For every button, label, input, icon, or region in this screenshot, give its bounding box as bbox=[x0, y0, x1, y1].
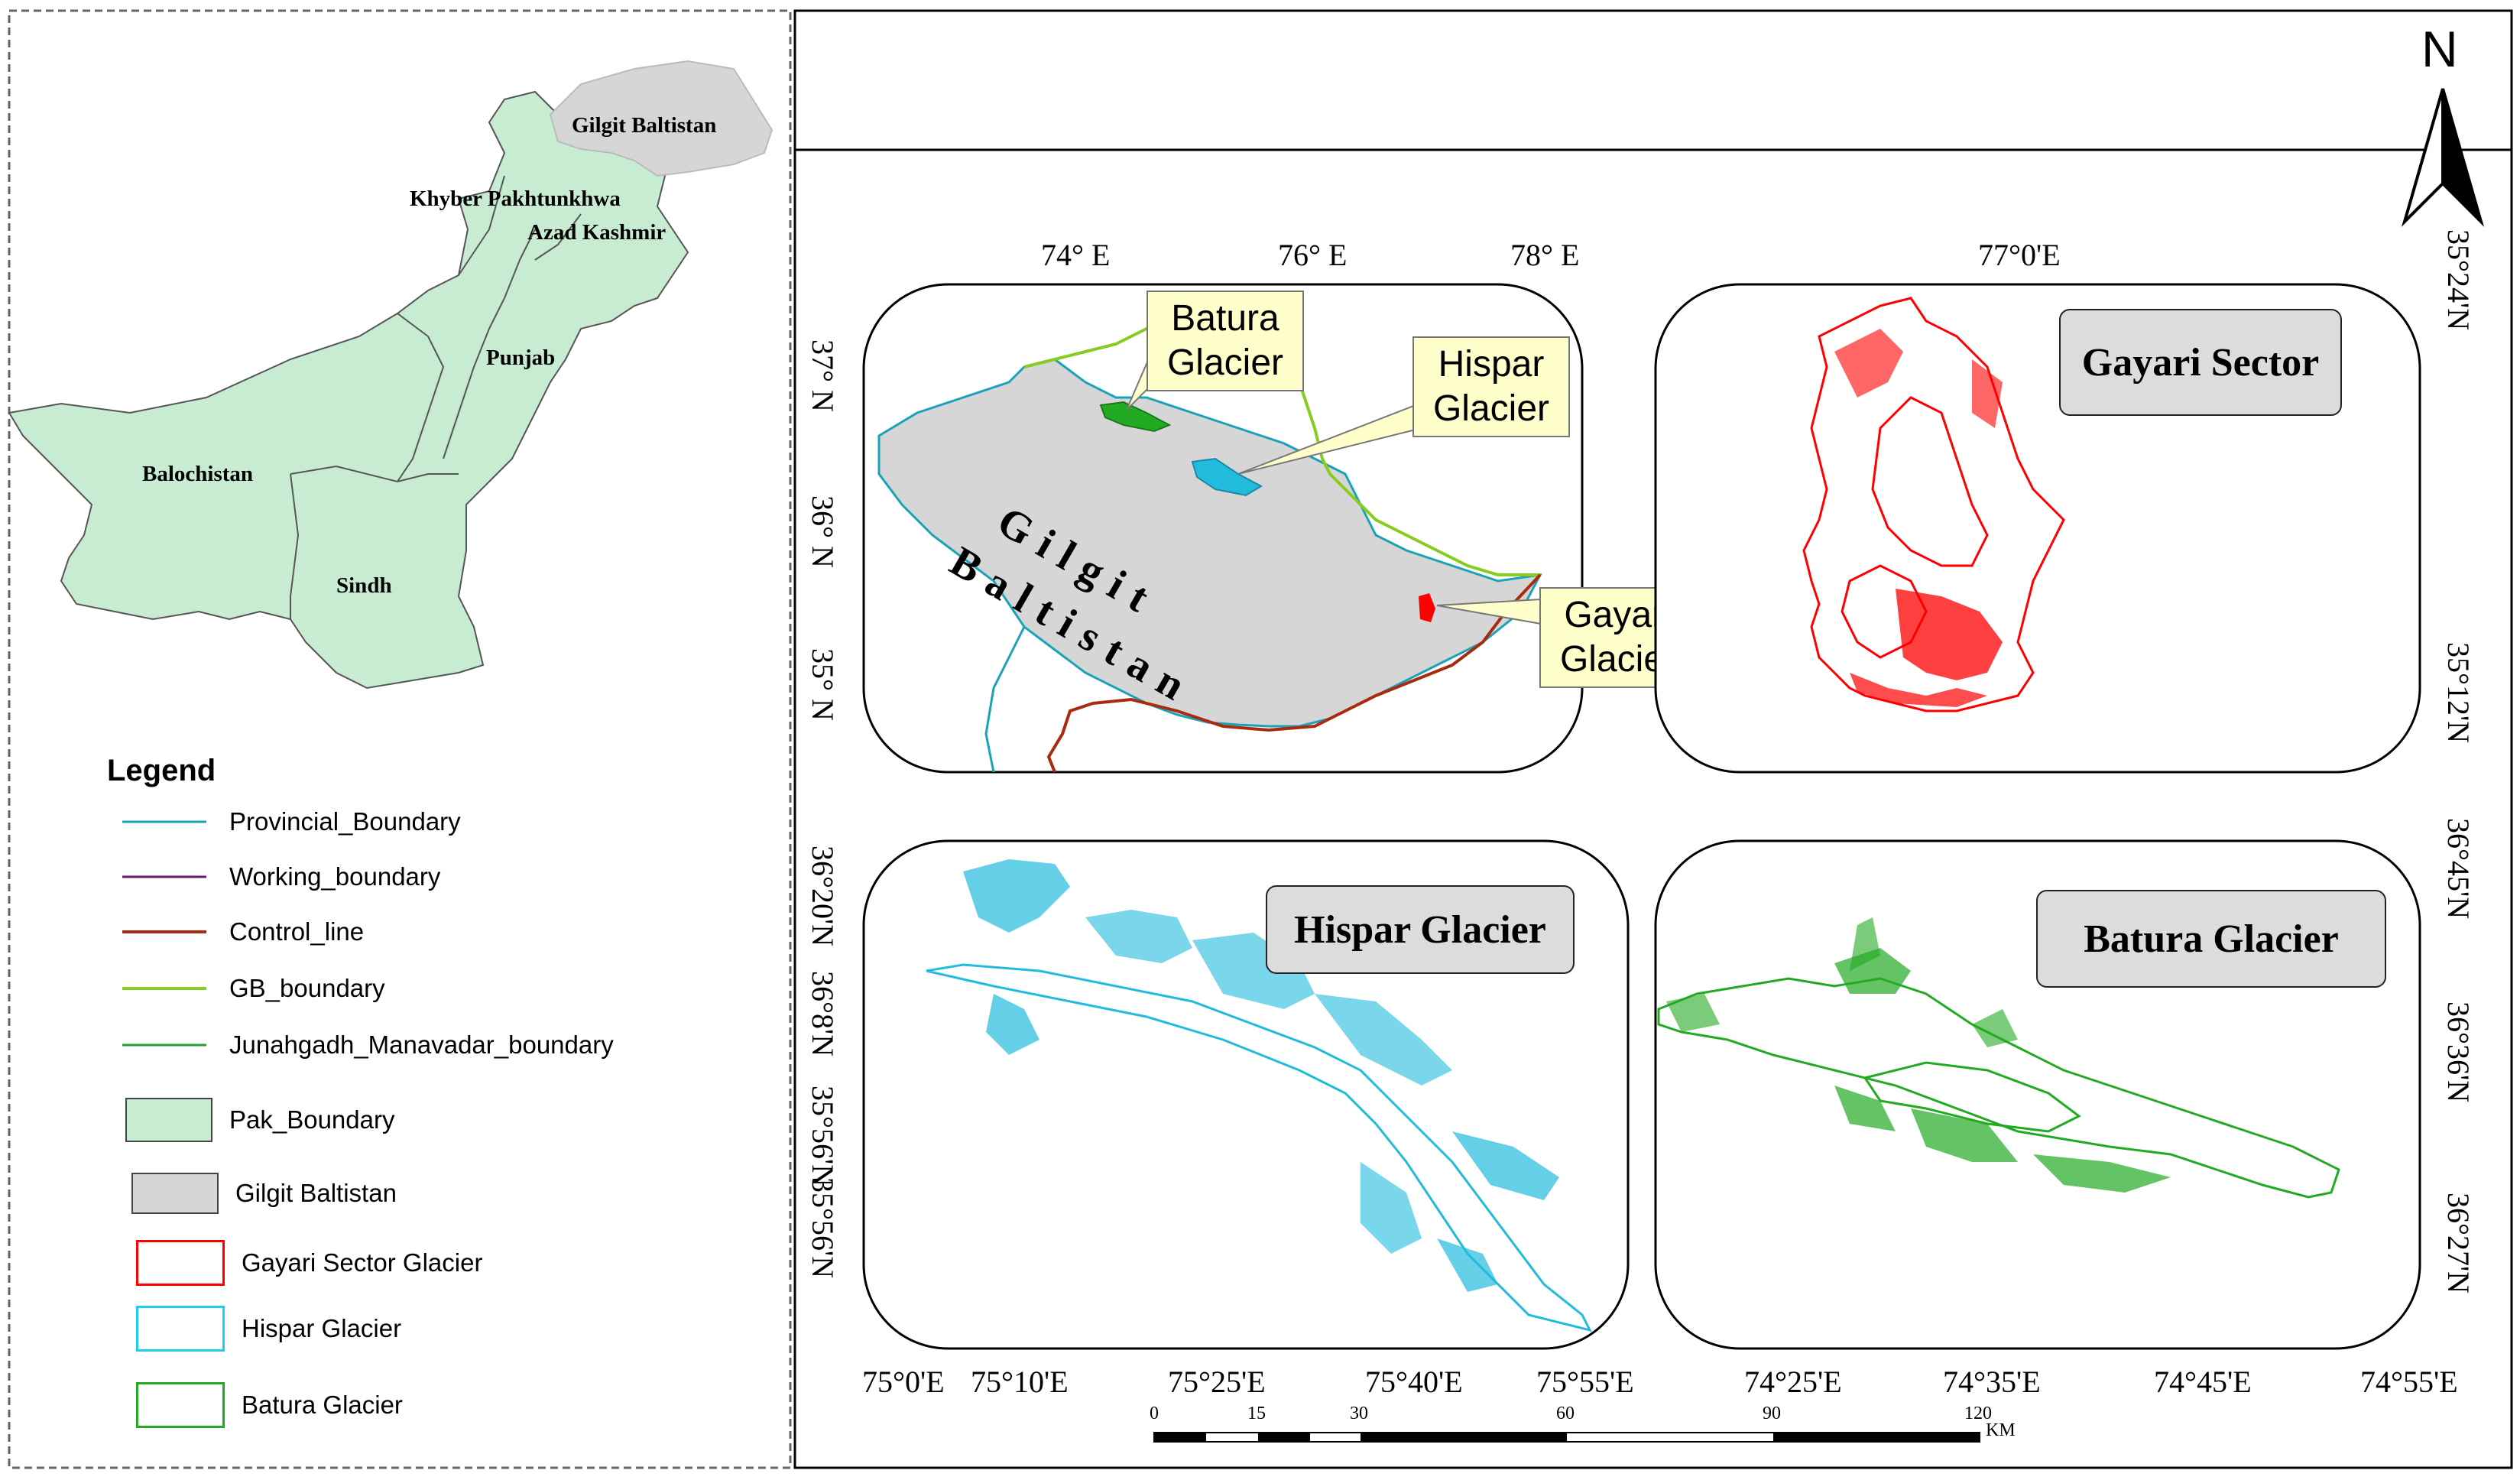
legend-outline-box-icon bbox=[136, 1306, 225, 1352]
legend-item-provincial: Provincial_Boundary bbox=[115, 807, 461, 836]
gayari-panel-title: Gayari Sector bbox=[2059, 309, 2342, 416]
legend-item-hispar: Hispar Glacier bbox=[136, 1306, 401, 1352]
coord-hispar-bottom-3: 75°25'E bbox=[1168, 1365, 1266, 1399]
coord-hispar-bottom-4: 75°40'E bbox=[1365, 1365, 1463, 1399]
legend-fill-box-icon bbox=[125, 1098, 212, 1142]
legend-label: Hispar Glacier bbox=[242, 1314, 402, 1342]
legend-label: Pak_Boundary bbox=[229, 1105, 395, 1134]
legend-line-icon bbox=[122, 930, 206, 933]
coord-top-78e: 78° E bbox=[1510, 238, 1580, 272]
batura-panel-title: Batura Glacier bbox=[2036, 890, 2386, 988]
legend-title: Legend bbox=[107, 754, 216, 787]
legend-outline-box-icon bbox=[136, 1240, 225, 1286]
gilgit-baltistan-inset-shape bbox=[549, 60, 774, 177]
scale-tick-90: 90 bbox=[1763, 1404, 1781, 1423]
coord-top-76e: 76° E bbox=[1278, 238, 1348, 272]
label-punjab: Punjab bbox=[486, 346, 556, 370]
north-arrow-label: N bbox=[2421, 21, 2458, 77]
label-azad-kashmir: Azad Kashmir bbox=[527, 220, 666, 245]
legend-label: Gayari Sector Glacier bbox=[242, 1248, 483, 1277]
coord-batura-bottom-3: 74°45'E bbox=[2154, 1365, 2252, 1399]
scale-tick-120: 120 bbox=[1964, 1404, 1992, 1423]
scale-tick-60: 60 bbox=[1556, 1404, 1575, 1423]
scale-tick-30: 30 bbox=[1350, 1404, 1368, 1423]
coord-batura-bottom-1: 74°25'E bbox=[1744, 1365, 1842, 1399]
hispar-panel-title: Hispar Glacier bbox=[1266, 885, 1575, 974]
scale-tick-15: 15 bbox=[1247, 1404, 1266, 1423]
legend-label: Gilgit Baltistan bbox=[235, 1179, 397, 1207]
legend-fill-box-icon bbox=[131, 1173, 219, 1214]
legend-item-gayari: Gayari Sector Glacier bbox=[136, 1240, 482, 1286]
coord-gayari-top: 77°0'E bbox=[1978, 238, 2061, 272]
label-sindh: Sindh bbox=[336, 573, 392, 598]
legend-outline-box-icon bbox=[136, 1382, 225, 1428]
gilgit-baltistan-region bbox=[877, 358, 1542, 728]
legend-label: Junahgadh_Manavadar_boundary bbox=[229, 1030, 614, 1059]
scale-unit: KM bbox=[1986, 1420, 2016, 1440]
legend-item-pak: Pak_Boundary bbox=[125, 1098, 394, 1142]
label-balochistan: Balochistan bbox=[142, 462, 254, 486]
callout-hispar: Hispar Glacier bbox=[1412, 336, 1570, 437]
legend-line-icon bbox=[122, 875, 206, 878]
legend-item-gilgit: Gilgit Baltistan bbox=[131, 1173, 397, 1214]
legend-label: Working_boundary bbox=[229, 862, 441, 891]
legend-label: Control_line bbox=[229, 917, 365, 946]
legend-line-icon bbox=[122, 1043, 206, 1047]
legend-item-working: Working_boundary bbox=[115, 862, 440, 891]
legend-label: Batura Glacier bbox=[242, 1391, 403, 1419]
label-gilgit-baltistan-inset: Gilgit Baltistan bbox=[572, 113, 717, 138]
coord-top-74e: 74° E bbox=[1041, 238, 1111, 272]
gayari-glacier-mini bbox=[1419, 593, 1435, 622]
coord-hispar-bottom-1: 75°0'E bbox=[862, 1365, 945, 1399]
label-khyber-pakhtunkhwa: Khyber Pakhtunkhwa bbox=[410, 187, 621, 211]
pakistan-boundary-shape bbox=[8, 90, 689, 690]
coord-hispar-bottom-5: 75°55'E bbox=[1536, 1365, 1634, 1399]
coord-batura-bottom-4: 74°55'E bbox=[2360, 1365, 2458, 1399]
callout-batura: Batura Glacier bbox=[1146, 290, 1304, 391]
legend-item-control: Control_line bbox=[115, 917, 364, 946]
hispar-glacier-outline bbox=[926, 963, 1592, 1332]
legend-item-batura: Batura Glacier bbox=[136, 1382, 403, 1428]
legend-line-icon bbox=[122, 820, 206, 823]
coord-batura-bottom-2: 74°35'E bbox=[1943, 1365, 2041, 1399]
legend-label: GB_boundary bbox=[229, 974, 385, 1002]
hispar-glacier-mini bbox=[1191, 457, 1263, 497]
legend-label: Provincial_Boundary bbox=[229, 807, 461, 836]
legend-item-gb: GB_boundary bbox=[115, 974, 385, 1003]
legend-item-junagadh: Junahgadh_Manavadar_boundary bbox=[115, 1030, 614, 1060]
gayari-glacier-outline bbox=[1802, 297, 2065, 712]
batura-glacier-mini bbox=[1099, 401, 1172, 433]
legend-line-icon bbox=[122, 987, 206, 990]
coord-hispar-bottom-2: 75°10'E bbox=[971, 1365, 1069, 1399]
scale-tick-0: 0 bbox=[1150, 1404, 1159, 1423]
